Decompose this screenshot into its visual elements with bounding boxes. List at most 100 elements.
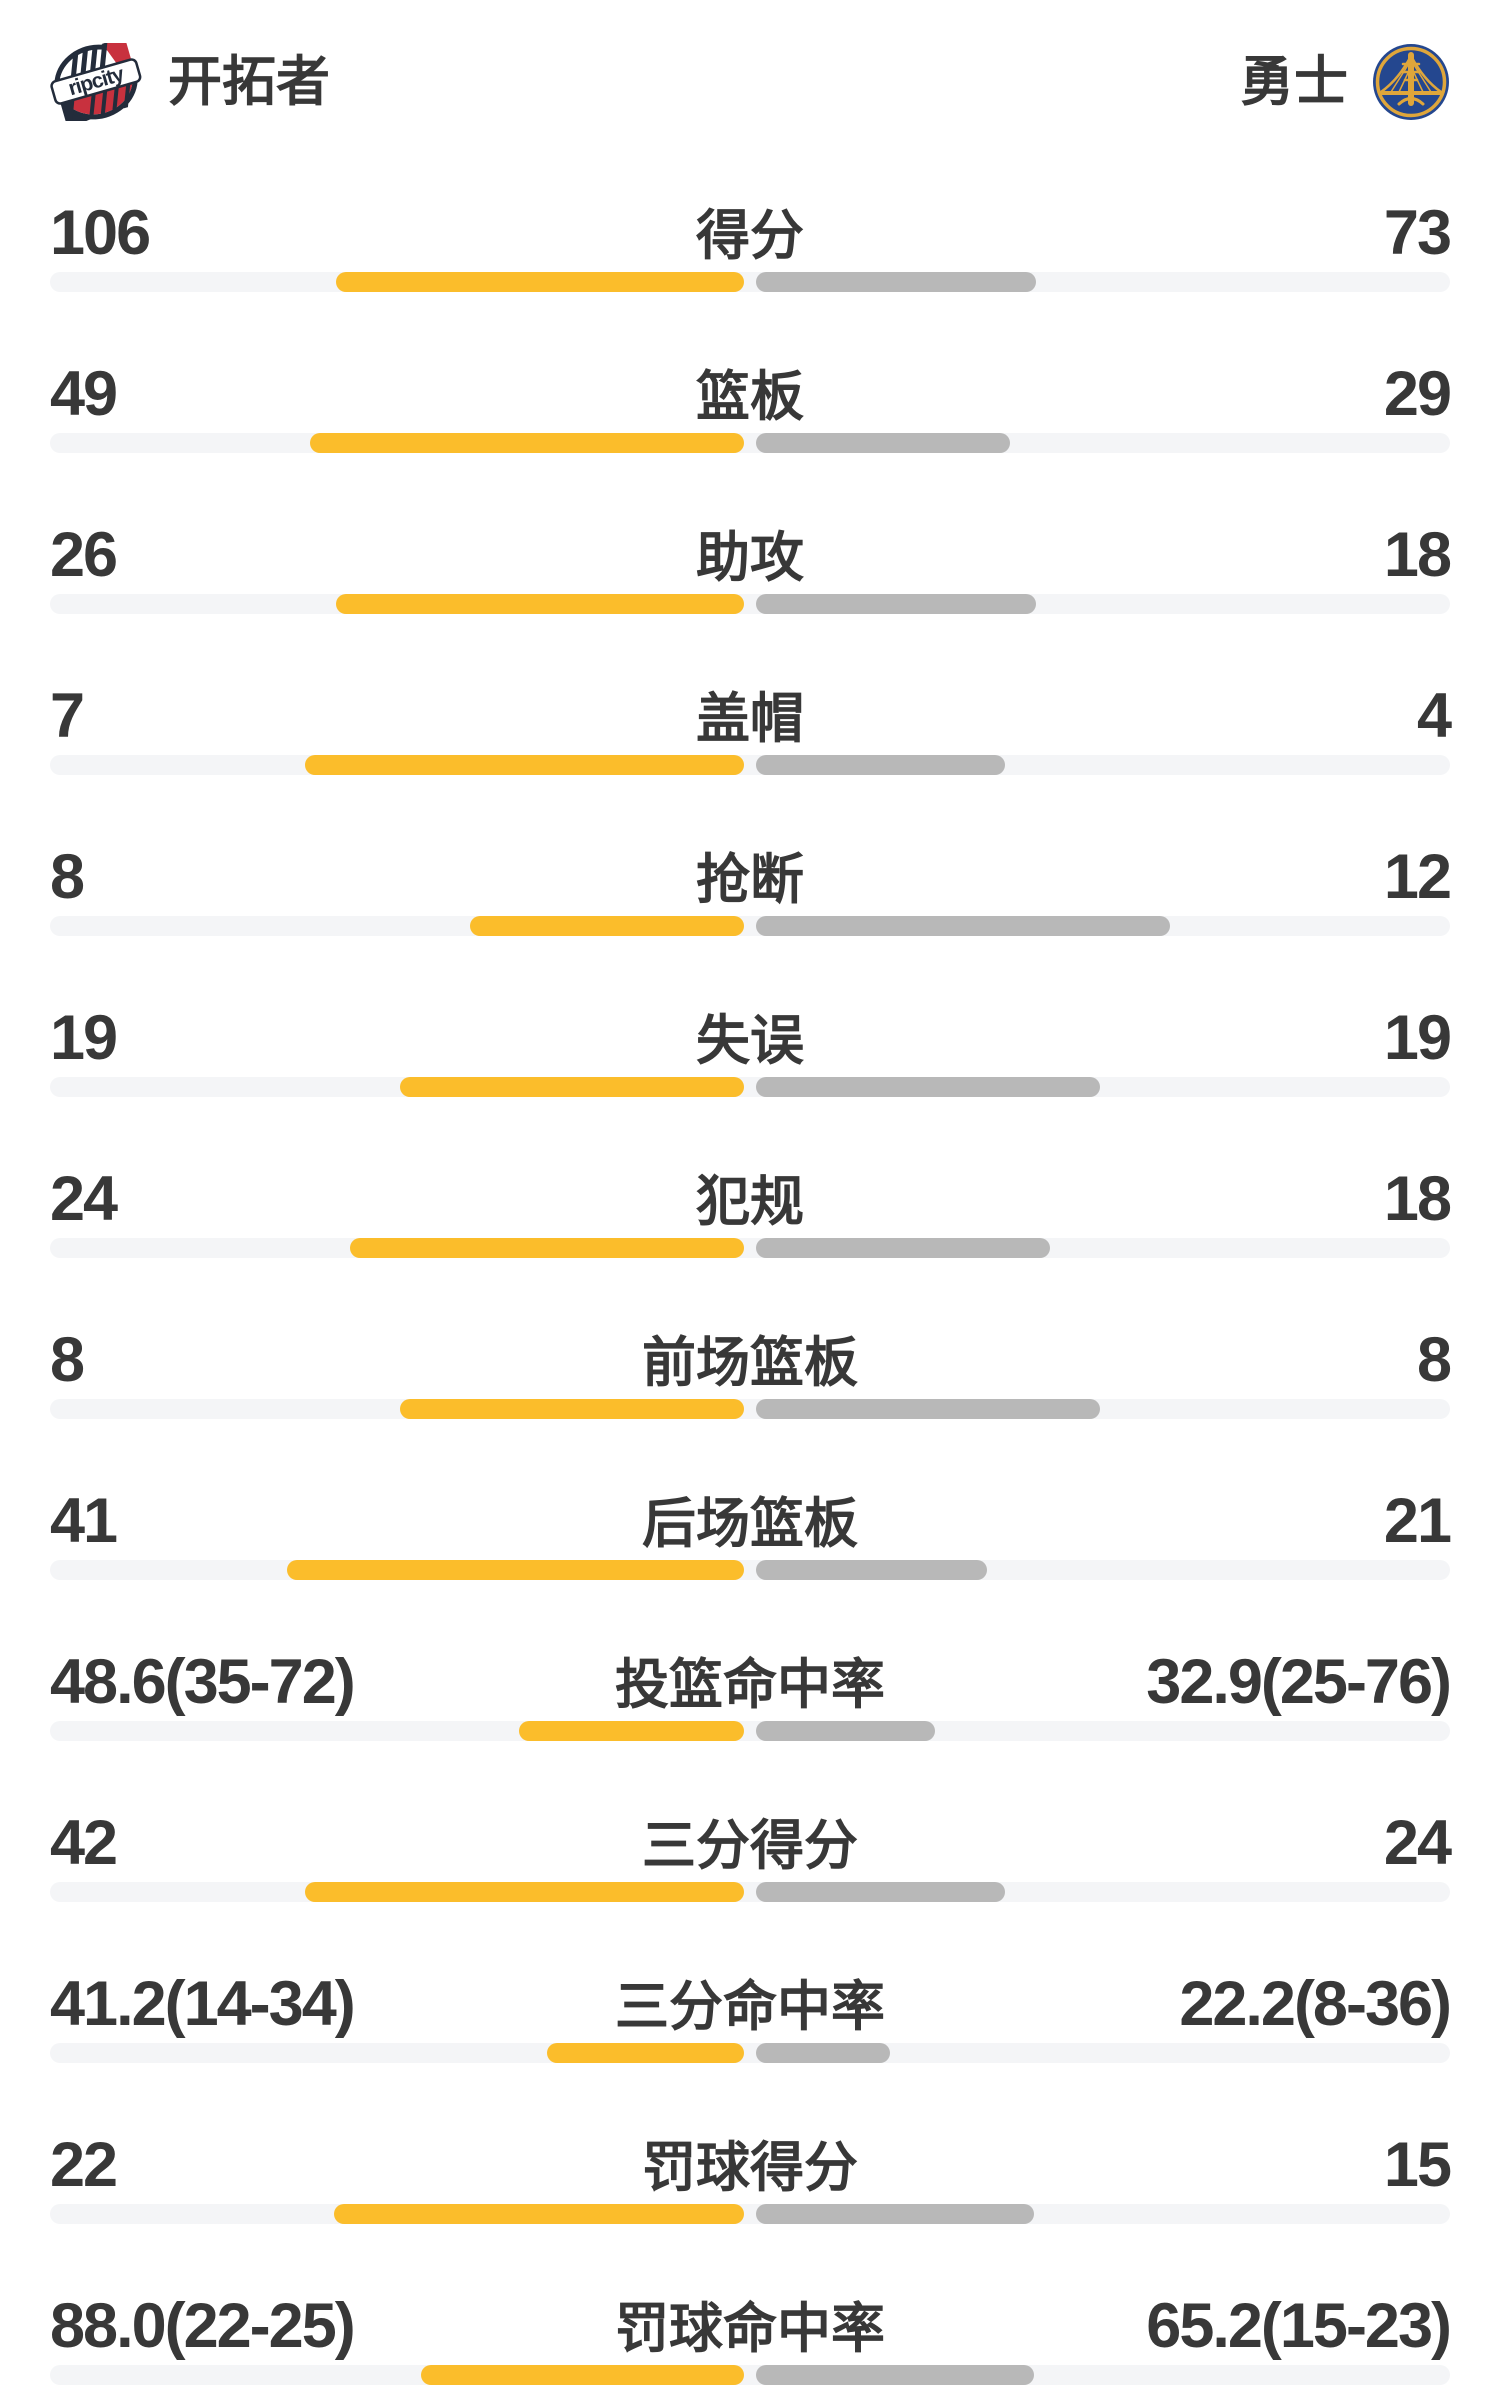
stat-row: 41 后场篮板 21 — [50, 1486, 1452, 1649]
right-value: 15 — [1383, 2130, 1452, 2200]
stat-head: 19 失误 19 — [50, 1003, 1452, 1073]
bar-track — [50, 1560, 1450, 1580]
stat-head: 22 罚球得分 15 — [50, 2130, 1452, 2200]
bar-track — [50, 433, 1450, 453]
right-bar — [756, 594, 1037, 614]
stat-label: 三分命中率 — [615, 1977, 885, 2037]
right-value: 32.9(25-76) — [1146, 1647, 1452, 1717]
bar-track — [50, 1077, 1450, 1097]
stat-row: 24 犯规 18 — [50, 1164, 1452, 1327]
right-value: 18 — [1383, 1164, 1452, 1234]
left-bar — [421, 2365, 744, 2385]
left-value: 49 — [50, 359, 118, 429]
stat-head: 48.6(35-72) 投篮命中率 32.9(25-76) — [50, 1647, 1452, 1717]
bar-track — [50, 2043, 1450, 2063]
warriors-bridge-logo-icon — [1373, 44, 1449, 120]
stat-label: 篮板 — [696, 367, 804, 427]
bar-track — [50, 272, 1450, 292]
stat-label: 盖帽 — [696, 689, 804, 749]
right-bar — [756, 433, 1011, 453]
right-value: 73 — [1383, 198, 1452, 268]
bar-track — [50, 594, 1450, 614]
stat-head: 49 篮板 29 — [50, 359, 1452, 429]
left-bar — [310, 433, 744, 453]
left-bar — [400, 1399, 744, 1419]
left-bar — [304, 1882, 744, 1902]
left-bar — [350, 1238, 744, 1258]
stat-label: 助攻 — [696, 528, 804, 588]
left-value: 106 — [50, 198, 151, 268]
left-value: 8 — [50, 1325, 85, 1395]
right-value: 19 — [1383, 1003, 1452, 1073]
stat-head: 26 助攻 18 — [50, 520, 1452, 590]
stat-label: 三分得分 — [642, 1816, 858, 1876]
stat-head: 24 犯规 18 — [50, 1164, 1452, 1234]
left-value: 22 — [50, 2130, 118, 2200]
right-bar — [756, 916, 1170, 936]
stat-row: 8 抢断 12 — [50, 842, 1452, 1005]
left-value: 42 — [50, 1808, 118, 1878]
stat-row: 49 篮板 29 — [50, 359, 1452, 522]
left-value: 24 — [50, 1164, 118, 1234]
left-value: 48.6(35-72) — [50, 1647, 356, 1717]
stat-label: 投篮命中率 — [615, 1655, 885, 1715]
right-bar — [756, 755, 1005, 775]
stat-head: 8 前场篮板 8 — [50, 1325, 1452, 1395]
team-name-left: 开拓者 — [168, 52, 330, 112]
right-value: 12 — [1383, 842, 1452, 912]
stat-label: 罚球得分 — [642, 2138, 858, 2198]
stat-head: 88.0(22-25) 罚球命中率 65.2(15-23) — [50, 2291, 1452, 2361]
bar-track — [50, 2204, 1450, 2224]
left-bar — [519, 1721, 744, 1741]
left-bar — [470, 916, 744, 936]
left-value: 19 — [50, 1003, 118, 1073]
right-bar — [756, 1399, 1100, 1419]
stat-head: 8 抢断 12 — [50, 842, 1452, 912]
stat-label: 后场篮板 — [642, 1494, 858, 1554]
left-value: 8 — [50, 842, 85, 912]
stat-row: 26 助攻 18 — [50, 520, 1452, 683]
right-bar — [756, 2204, 1034, 2224]
left-value: 41 — [50, 1486, 118, 1556]
stat-row: 48.6(35-72) 投篮命中率 32.9(25-76) — [50, 1647, 1452, 1810]
left-value: 26 — [50, 520, 118, 590]
right-value: 8 — [1416, 1325, 1452, 1395]
right-value: 65.2(15-23) — [1146, 2291, 1452, 2361]
left-bar — [336, 594, 744, 614]
left-bar — [400, 1077, 744, 1097]
left-bar — [335, 272, 744, 292]
stat-row: 19 失误 19 — [50, 1003, 1452, 1166]
stat-label: 犯规 — [696, 1172, 804, 1232]
stat-head: 42 三分得分 24 — [50, 1808, 1452, 1878]
stat-label: 前场篮板 — [642, 1333, 858, 1393]
stat-label: 抢断 — [696, 850, 804, 910]
stat-row: 22 罚球得分 15 — [50, 2130, 1452, 2293]
right-bar — [756, 1721, 936, 1741]
stat-label: 失误 — [696, 1011, 804, 1071]
right-value: 24 — [1383, 1808, 1452, 1878]
right-bar — [756, 1560, 988, 1580]
bar-track — [50, 916, 1450, 936]
right-bar — [756, 1238, 1051, 1258]
stat-row: 7 盖帽 4 — [50, 681, 1452, 844]
stat-label: 罚球命中率 — [615, 2299, 885, 2359]
right-value: 4 — [1416, 681, 1452, 751]
stat-head: 41 后场篮板 21 — [50, 1486, 1452, 1556]
stat-row: 88.0(22-25) 罚球命中率 65.2(15-23) — [50, 2291, 1452, 2400]
left-bar — [333, 2204, 744, 2224]
left-value: 88.0(22-25) — [50, 2291, 356, 2361]
right-bar — [756, 2043, 890, 2063]
right-value: 18 — [1383, 520, 1452, 590]
team-name-right: 勇士 — [1240, 52, 1348, 112]
stats-list: 106 得分 73 49 篮板 29 26 助攻 18 — [0, 200, 1500, 2400]
header: ripcity 开拓者 勇士 — [0, 42, 1500, 122]
stat-head: 41.2(14-34) 三分命中率 22.2(8-36) — [50, 1971, 1452, 2037]
bar-track — [50, 1399, 1450, 1419]
right-bar — [756, 1882, 1005, 1902]
bar-track — [50, 2365, 1450, 2385]
stat-row: 106 得分 73 — [50, 198, 1452, 361]
team-left: ripcity 开拓者 — [50, 42, 330, 122]
stat-row: 8 前场篮板 8 — [50, 1325, 1452, 1488]
left-bar — [547, 2043, 744, 2063]
bar-track — [50, 1882, 1450, 1902]
